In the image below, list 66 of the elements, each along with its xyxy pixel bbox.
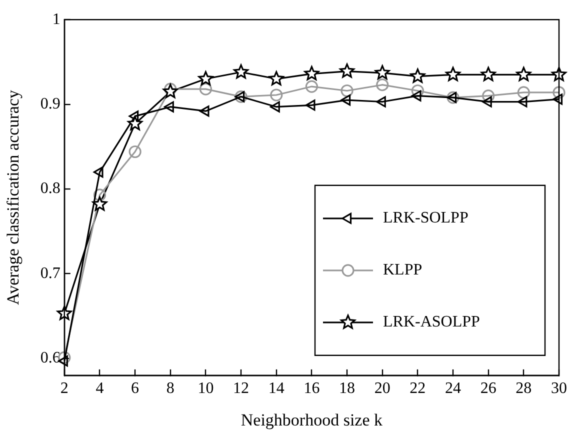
x-tick-label: 6 xyxy=(131,380,140,398)
point xyxy=(234,90,248,103)
point xyxy=(376,96,386,108)
point xyxy=(517,86,530,99)
point xyxy=(128,110,139,122)
x-tick-label: 28 xyxy=(516,380,532,398)
x-tick-label: 4 xyxy=(96,380,104,398)
point xyxy=(482,96,492,108)
point xyxy=(56,306,72,320)
point xyxy=(410,68,426,83)
y-axis-title: Average classification accuracy xyxy=(3,90,22,305)
point xyxy=(482,90,495,102)
x-tick-label: 24 xyxy=(445,380,462,398)
y-tick-label: 0.7 xyxy=(40,264,60,282)
x-tick-label: 16 xyxy=(304,380,320,398)
point xyxy=(376,78,389,92)
point xyxy=(516,66,532,82)
point xyxy=(199,106,210,117)
point xyxy=(270,101,280,112)
point xyxy=(128,145,142,158)
point xyxy=(340,94,351,106)
x-axis-title: Neighborhood size k xyxy=(240,410,384,430)
point xyxy=(198,71,214,86)
x-tick-label: 30 xyxy=(551,380,567,398)
x-tick-label: 8 xyxy=(166,380,174,398)
point xyxy=(162,84,178,98)
point xyxy=(374,65,390,80)
y-tick-label: 0.8 xyxy=(40,180,60,198)
point xyxy=(164,101,174,112)
point xyxy=(199,82,212,96)
point xyxy=(305,80,318,93)
point xyxy=(304,66,320,80)
point xyxy=(446,92,457,104)
x-tick-label: 20 xyxy=(374,380,390,398)
x-tick-label: 22 xyxy=(410,380,426,398)
point xyxy=(128,116,143,130)
point xyxy=(270,88,283,102)
x-tick-label: 2 xyxy=(60,380,68,398)
point xyxy=(268,71,284,86)
x-tick-label: 10 xyxy=(198,380,214,398)
x-tick-label: 12 xyxy=(233,380,250,398)
x-tick-label: 26 xyxy=(480,380,496,398)
point xyxy=(552,94,563,105)
point xyxy=(552,86,566,99)
point xyxy=(234,91,245,102)
point xyxy=(234,64,248,79)
x-tick-label: 14 xyxy=(268,380,284,398)
point xyxy=(411,90,422,102)
point xyxy=(446,91,460,104)
point xyxy=(411,84,424,98)
point xyxy=(305,100,316,111)
legend-label: LRK-ASOLPP xyxy=(383,314,480,331)
point xyxy=(93,166,104,178)
point xyxy=(517,96,528,108)
point xyxy=(552,66,566,82)
point xyxy=(340,63,354,78)
legend-label: LRK-SOLPP xyxy=(383,210,468,227)
x-tick-label: 18 xyxy=(339,380,356,398)
y-tick-label: 0.9 xyxy=(40,96,60,113)
point xyxy=(93,188,106,202)
point xyxy=(446,66,460,82)
point xyxy=(92,196,108,211)
point xyxy=(340,84,354,98)
legend-label: KLPP xyxy=(383,262,422,279)
y-tick-label: 1 xyxy=(52,10,60,28)
point xyxy=(480,66,496,82)
